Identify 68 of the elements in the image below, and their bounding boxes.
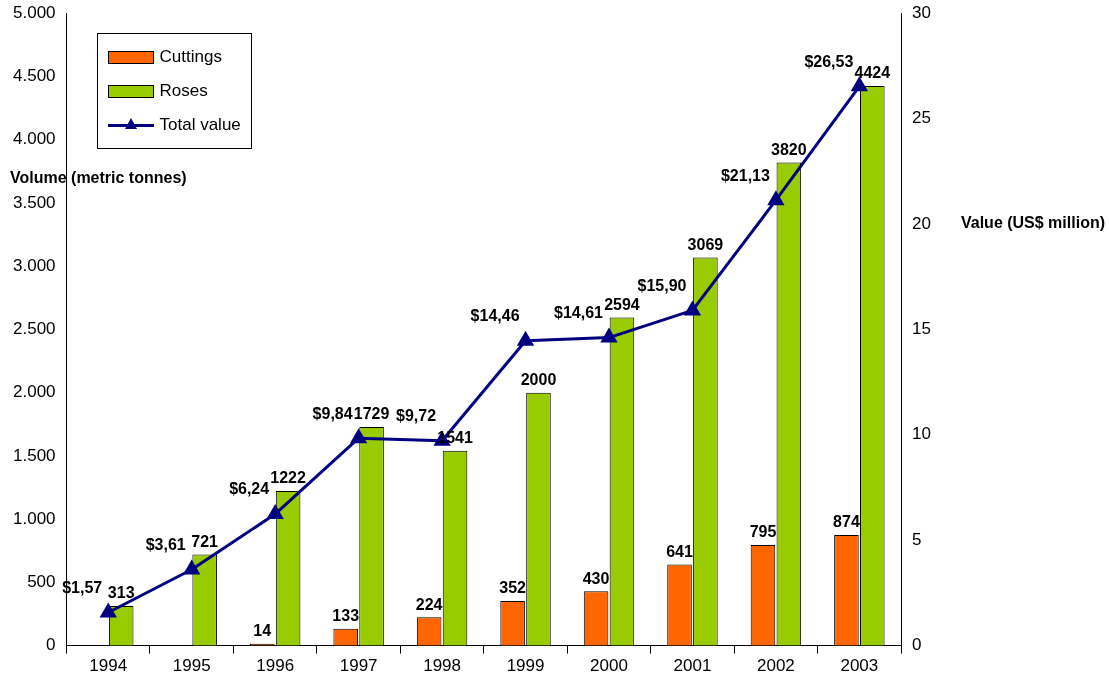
y-tick-label: 3.500 — [12, 192, 56, 212]
x-tick-label: 1998 — [423, 656, 461, 676]
y2-tick-label: 25 — [912, 108, 932, 128]
y2-tick-label: 0 — [912, 635, 922, 655]
x-tick-label: 1996 — [256, 656, 295, 676]
point — [351, 429, 367, 444]
x-tick-label: 1994 — [89, 656, 128, 676]
data-label: $6,24 — [229, 480, 270, 498]
y-tick-label: 5.000 — [12, 2, 56, 22]
data-label: $15,90 — [637, 276, 687, 294]
data-label: $14,46 — [470, 307, 520, 325]
point — [601, 329, 617, 343]
data-label: $14,61 — [554, 304, 604, 322]
legend-label: Cuttings — [159, 47, 222, 68]
data-label: 874 — [833, 513, 860, 531]
x-tick-label: 1997 — [339, 656, 378, 676]
data-label: 795 — [749, 523, 777, 541]
y-tick-label: 500 — [27, 572, 56, 592]
y-tick-label: 2.500 — [12, 319, 56, 339]
x-tick-label: 2000 — [590, 656, 628, 676]
x-tick-label: 1995 — [172, 656, 211, 676]
legend-label: Roses — [159, 81, 208, 102]
data-label: 133 — [332, 607, 360, 625]
data-label: 313 — [107, 584, 135, 602]
data-label: 14 — [253, 622, 272, 640]
y2-axis-title: Value (US$ million) — [960, 214, 1105, 232]
data-label: 2000 — [520, 371, 557, 389]
data-label: $3,61 — [145, 535, 186, 553]
y2-tick-label: 15 — [912, 319, 932, 339]
data-label: 2594 — [604, 295, 640, 313]
point — [768, 191, 784, 206]
point — [517, 332, 534, 346]
data-label: 1222 — [270, 469, 307, 487]
data-label: 430 — [582, 569, 610, 587]
x-tick-label: 1999 — [506, 656, 545, 676]
y-tick-label: 1.500 — [12, 445, 56, 465]
point — [851, 77, 867, 92]
point — [684, 301, 701, 316]
x-tick-label: 2003 — [840, 656, 879, 676]
data-label: 641 — [666, 542, 693, 560]
y2-tick-label: 30 — [912, 2, 932, 22]
y-tick-label: 2.000 — [12, 382, 56, 402]
data-label: 224 — [415, 595, 443, 613]
point — [100, 604, 116, 618]
y2-tick-label: 5 — [912, 529, 922, 549]
y-tick-label: 4.000 — [12, 129, 56, 149]
data-label: 3820 — [771, 140, 807, 158]
y-tick-label: 0 — [46, 635, 56, 655]
data-label: 3069 — [687, 235, 724, 253]
x-tick-label: 2001 — [673, 656, 712, 676]
x-tick-label: 2002 — [756, 656, 795, 676]
data-label: $26,53 — [804, 52, 854, 70]
data-label: 352 — [499, 579, 527, 597]
y-tick-label: 1.000 — [12, 508, 56, 528]
y-tick-label: 3.000 — [12, 255, 56, 275]
point — [184, 561, 200, 575]
y2-tick-label: 10 — [912, 424, 932, 444]
y-tick-label: 4.500 — [12, 66, 56, 86]
legend-label: Total value — [159, 115, 241, 136]
data-label: 1729 — [353, 405, 390, 423]
data-label: $9,84 — [312, 404, 353, 422]
data-label: 721 — [191, 532, 219, 550]
data-label: $21,13 — [720, 166, 771, 184]
point — [267, 505, 283, 520]
y-axis-title: Volume (metric tonnes) — [10, 168, 187, 186]
data-label: 4424 — [854, 64, 891, 82]
y2-tick-label: 20 — [912, 213, 932, 233]
data-label: $9,72 — [396, 407, 437, 425]
